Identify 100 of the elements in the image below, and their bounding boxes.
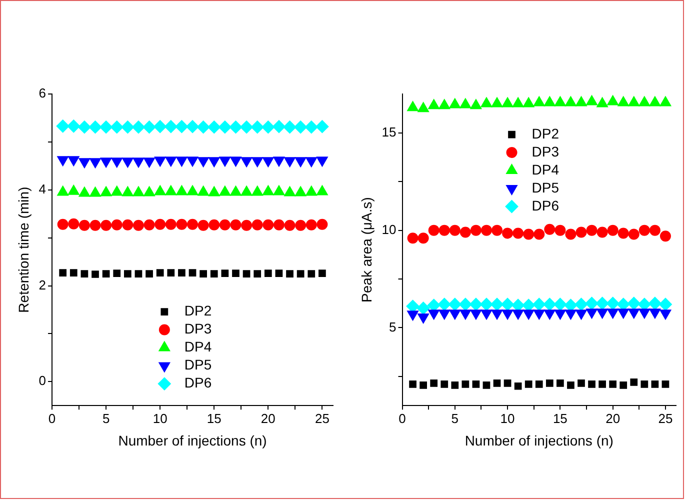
legend-label: DP6 [532, 197, 560, 214]
point [588, 380, 596, 388]
y-tick-label: 4 [38, 181, 46, 196]
point [427, 298, 440, 312]
point [210, 270, 218, 278]
y-tick-label: 2 [38, 277, 46, 292]
point [649, 96, 661, 106]
point [286, 270, 294, 278]
point [272, 120, 286, 134]
point [229, 120, 242, 134]
point [543, 298, 556, 311]
point [110, 120, 124, 134]
point [132, 158, 144, 168]
point [122, 158, 134, 168]
x-tick-label: 20 [260, 410, 276, 426]
legend-label: DP4 [184, 338, 212, 355]
legend-label: DP4 [532, 161, 560, 178]
point [240, 157, 252, 168]
x-tick-label: 5 [102, 410, 110, 426]
point [230, 219, 242, 230]
point [208, 219, 220, 230]
point [640, 380, 648, 388]
point [102, 270, 110, 278]
point [554, 298, 567, 311]
point [470, 99, 482, 110]
point [638, 96, 650, 106]
point [416, 302, 430, 315]
point [124, 270, 132, 278]
point [306, 219, 317, 230]
point [264, 270, 272, 277]
point [565, 228, 576, 240]
point [606, 296, 620, 310]
x-tick-label: 15 [206, 410, 222, 426]
point [165, 218, 176, 230]
point [154, 156, 166, 167]
point [490, 298, 504, 311]
point [144, 158, 155, 168]
point [469, 298, 482, 311]
point [523, 228, 534, 240]
point [208, 120, 221, 134]
x-axis-title: Number of injections (n) [464, 432, 614, 448]
point [308, 270, 316, 278]
point [318, 270, 326, 277]
point [186, 120, 200, 134]
point [90, 158, 101, 168]
point [242, 270, 250, 278]
point [544, 96, 556, 106]
point [284, 220, 296, 231]
point [458, 298, 472, 311]
point [218, 120, 232, 134]
point [460, 98, 472, 108]
x-tick-label: 0 [398, 410, 406, 426]
legend-label: DP6 [184, 374, 212, 391]
x-tick-label: 15 [552, 410, 568, 426]
point [598, 380, 606, 388]
point [306, 157, 318, 168]
x-axis-title: Number of injections (n) [118, 432, 267, 448]
point [493, 380, 501, 387]
point [240, 120, 254, 134]
point [113, 270, 121, 277]
point [607, 95, 619, 106]
point [316, 156, 328, 167]
point [660, 96, 672, 106]
legend-label: DP3 [184, 320, 212, 337]
point [68, 218, 80, 230]
point [501, 298, 514, 311]
point [186, 156, 198, 167]
point [294, 120, 308, 134]
point [451, 381, 459, 389]
point [535, 380, 543, 388]
x-tick-label: 25 [314, 410, 330, 426]
point [620, 381, 628, 389]
point [200, 270, 208, 278]
point [533, 96, 545, 106]
point [92, 270, 99, 278]
point [283, 120, 296, 134]
point [586, 95, 598, 106]
point [565, 96, 576, 106]
point [609, 380, 617, 388]
point [295, 220, 306, 231]
point [618, 96, 630, 106]
point [480, 298, 493, 311]
point [438, 224, 450, 236]
x-tick-label: 10 [500, 410, 515, 426]
point [208, 157, 220, 168]
point [449, 98, 461, 108]
point [407, 232, 418, 244]
point [70, 269, 78, 276]
point [556, 380, 564, 387]
point [616, 298, 630, 311]
point [296, 270, 304, 278]
point [78, 120, 91, 134]
point [628, 228, 640, 240]
point [627, 296, 640, 310]
point [576, 226, 587, 238]
point [638, 224, 650, 236]
point [59, 269, 67, 276]
y-tick-label: 0 [38, 373, 46, 388]
point [470, 224, 482, 236]
point [165, 156, 177, 167]
